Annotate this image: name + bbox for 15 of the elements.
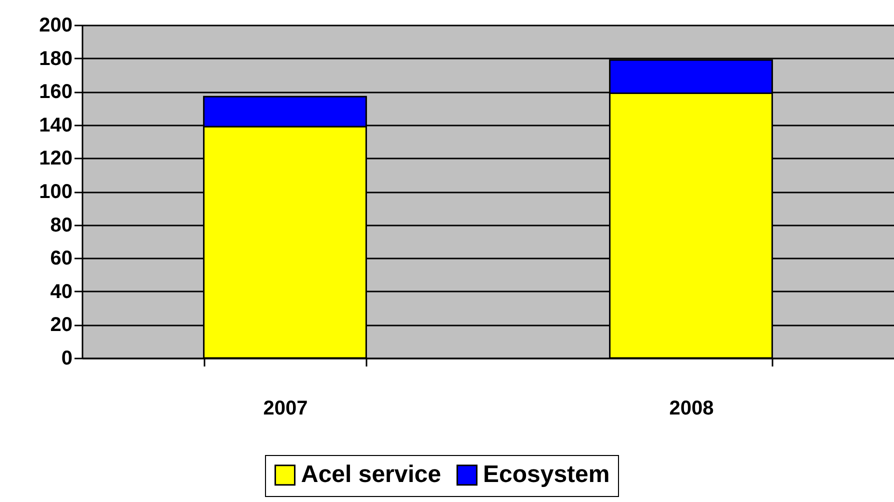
- x-tick-label: 2007: [263, 398, 308, 420]
- y-tick-label: 0: [61, 348, 72, 370]
- legend-label: Acel service: [301, 461, 442, 488]
- y-tick-label: 180: [39, 48, 72, 70]
- y-tick-label: 60: [50, 248, 72, 270]
- y-tick-label: 140: [39, 114, 72, 136]
- legend-label: Ecosystem: [483, 461, 610, 488]
- y-tick-label: 20: [50, 314, 72, 336]
- y-tick-label: 120: [39, 148, 72, 170]
- y-tick-label: 200: [39, 14, 72, 36]
- y-tick-label: 40: [50, 280, 72, 303]
- y-tick-label: 100: [39, 181, 72, 203]
- x-tick-label: 2008: [669, 398, 714, 420]
- y-tick-label: 160: [39, 81, 72, 104]
- y-tick-label: 80: [50, 214, 72, 236]
